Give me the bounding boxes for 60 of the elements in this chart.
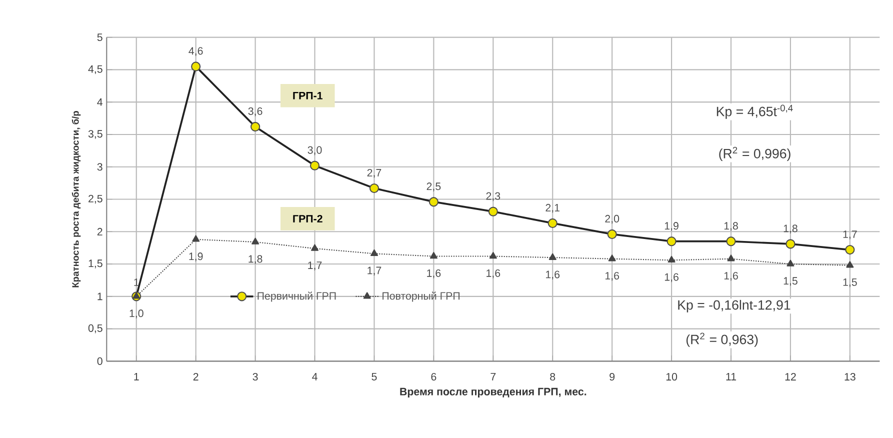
data-label: 3,6 (248, 107, 262, 116)
data-label: 1,7 (308, 261, 322, 270)
data-label: 2,0 (605, 214, 620, 224)
y-tick-label: 1,5 (88, 259, 102, 268)
x-tick-label: 13 (844, 372, 856, 380)
data-label: 1,8 (724, 222, 738, 231)
x-axis-title: Время после проведения ГРП, мес. (400, 388, 586, 398)
annotation: (R$^{2}$ = 0,996) (719, 146, 790, 161)
x-tick-label: 3 (252, 372, 258, 380)
data-label: 1,6 (486, 269, 500, 278)
data-label: 1,5 (843, 278, 857, 287)
annotation: ГРП-2 (293, 214, 322, 222)
data-label: 1,6 (546, 270, 560, 280)
y-tick-label: 0,5 (88, 324, 102, 333)
annotation: (R$^{2}$ = 0,963) (686, 332, 758, 347)
annotation: Kp = -0,16lnt-12,91 (678, 300, 790, 312)
y-axis-title: Кратность роста дебита жидкости, б/р (72, 110, 81, 287)
data-label: 1,6 (724, 272, 738, 281)
data-label: 2,5 (426, 182, 441, 192)
data-label: 1,6 (427, 269, 441, 278)
data-label: 1 (134, 278, 139, 286)
data-label: 1,5 (784, 276, 798, 286)
y-tick-label: 5 (97, 33, 102, 41)
data-label: 2,1 (546, 204, 560, 212)
legend-label: Повторный ГРП (382, 291, 460, 302)
annotation: Kp = 4,65t$^{-0,4}$ (716, 104, 793, 119)
y-tick-label: 4,5 (88, 65, 102, 74)
data-label: 1,9 (664, 222, 678, 231)
x-tick-label: 12 (785, 372, 796, 380)
data-label: 1,8 (784, 224, 798, 234)
x-tick-label: 10 (666, 372, 678, 380)
data-label: 1,0 (130, 309, 144, 318)
data-label: 2,7 (367, 168, 382, 178)
y-tick-label: 2 (97, 228, 102, 236)
y-tick-label: 0 (97, 357, 102, 365)
data-label: 1,7 (843, 230, 857, 240)
x-tick-label: 2 (193, 372, 198, 380)
x-tick-label: 8 (550, 372, 556, 380)
x-tick-label: 9 (610, 372, 615, 380)
x-tick-label: 4 (312, 372, 318, 380)
annotation: ГРП-1 (293, 92, 322, 100)
data-label: 1,9 (189, 252, 203, 262)
y-tick-label: 1 (98, 292, 102, 300)
x-tick-label: 5 (372, 372, 377, 380)
data-label: 2,3 (486, 192, 500, 201)
x-tick-label: 7 (490, 372, 496, 380)
data-label: 3,0 (308, 146, 322, 155)
data-label: 1,6 (605, 272, 620, 281)
x-tick-label: 11 (726, 372, 736, 380)
x-tick-label: 6 (431, 372, 436, 380)
data-label: 1,8 (248, 254, 262, 264)
y-tick-label: 3 (97, 162, 102, 170)
data-label: 4,6 (188, 46, 203, 56)
x-tick-label: 1 (134, 372, 139, 380)
y-tick-label: 3,5 (88, 130, 102, 139)
data-label: 1,7 (368, 266, 382, 276)
legend-label: Первичный ГРП (258, 291, 336, 302)
y-tick-label: 2,5 (88, 194, 102, 204)
y-tick-label: 4 (97, 98, 103, 106)
data-label: 1,6 (664, 273, 678, 282)
